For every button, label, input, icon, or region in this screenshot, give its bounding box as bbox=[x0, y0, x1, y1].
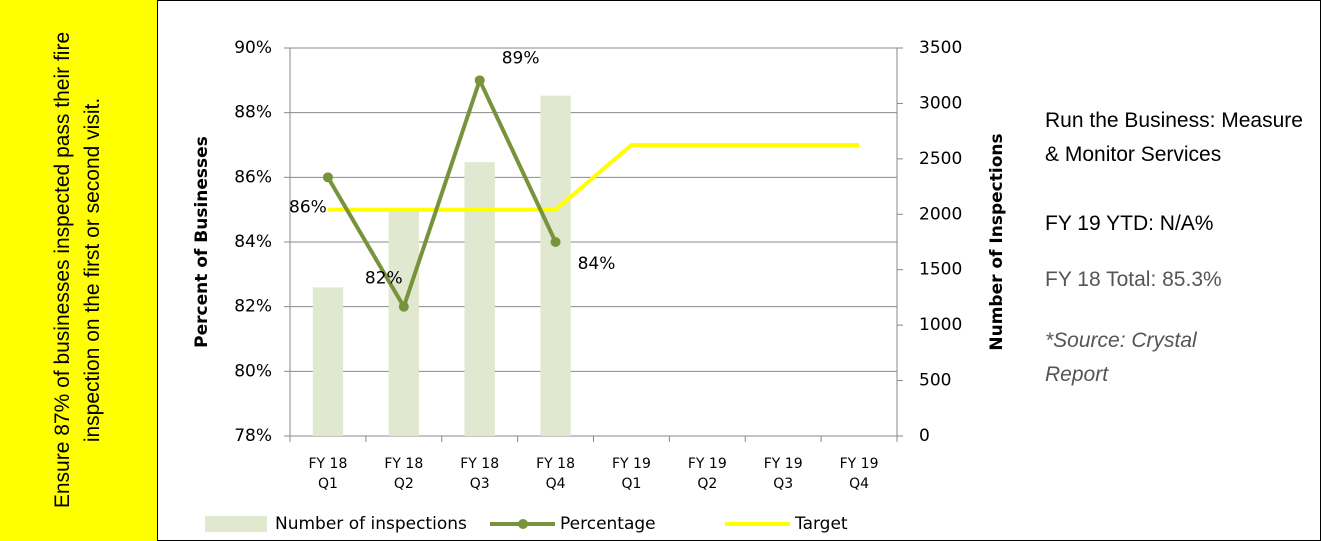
side-ytd: FY 19 YTD: N/A% bbox=[1045, 212, 1214, 235]
legend-label: Number of inspections bbox=[275, 514, 467, 534]
y2-tick-label: 3500 bbox=[919, 38, 962, 58]
x-tick-label: FY 18 Q1 bbox=[308, 456, 348, 492]
point bbox=[322, 172, 333, 183]
x-tick-label: FY 18 Q2 bbox=[384, 456, 424, 492]
y2-tick-label: 3000 bbox=[919, 93, 962, 113]
side-heading: Run the Business: Measure & Monitor Serv… bbox=[1045, 109, 1303, 166]
data-label: 82% bbox=[365, 269, 403, 289]
point bbox=[398, 301, 409, 312]
legend-swatch bbox=[205, 516, 267, 532]
y-tick-label: 90% bbox=[234, 38, 272, 58]
legend-label: Percentage bbox=[560, 514, 656, 534]
y2-tick-label: 500 bbox=[919, 371, 951, 391]
y-tick-label: 84% bbox=[234, 232, 272, 252]
side-source: *Source: Crystal Report bbox=[1045, 329, 1197, 386]
y2-tick-label: 1000 bbox=[919, 315, 962, 335]
y2-tick-label: 2000 bbox=[919, 204, 962, 224]
bar bbox=[540, 95, 571, 436]
side-panel: Run the Business: Measure & Monitor Serv… bbox=[1045, 104, 1315, 392]
x-tick-label: FY 19 Q2 bbox=[687, 456, 727, 492]
y-axis-label: Percent of Businesses bbox=[192, 136, 212, 348]
x-tick-label: FY 19 Q1 bbox=[612, 456, 651, 492]
bar bbox=[312, 287, 344, 436]
x-tick-label: FY 19 Q4 bbox=[839, 456, 879, 492]
x-tick-label: FY 19 Q3 bbox=[763, 456, 803, 492]
point bbox=[474, 75, 485, 86]
point bbox=[550, 237, 561, 247]
legend-marker bbox=[518, 519, 528, 529]
legend-label: Target bbox=[794, 514, 848, 534]
x-tick-label: FY 18 Q3 bbox=[460, 456, 500, 492]
line bbox=[326, 78, 558, 309]
y-tick-label: 86% bbox=[234, 167, 272, 187]
x-tick-label: FY 18 Q4 bbox=[536, 456, 575, 492]
y2-axis-label: Number of Inspections bbox=[987, 133, 1007, 350]
y-tick-label: 82% bbox=[234, 297, 272, 317]
data-label: 89% bbox=[502, 48, 540, 68]
data-label: 84% bbox=[578, 254, 616, 274]
goal-panel: Ensure 87% of businesses inspected pass … bbox=[0, 0, 158, 541]
line bbox=[327, 143, 860, 212]
bar bbox=[388, 209, 419, 436]
side-total: FY 18 Total: 85.3% bbox=[1045, 268, 1222, 291]
y-tick-label: 88% bbox=[234, 103, 272, 123]
y2-tick-label: 2500 bbox=[919, 149, 962, 169]
bar bbox=[464, 162, 495, 436]
y-tick-label: 78% bbox=[234, 426, 272, 446]
y2-tick-label: 0 bbox=[919, 426, 930, 446]
y2-tick-label: 1500 bbox=[919, 260, 962, 280]
y-tick-label: 80% bbox=[234, 361, 272, 381]
data-label: 86% bbox=[289, 197, 327, 217]
